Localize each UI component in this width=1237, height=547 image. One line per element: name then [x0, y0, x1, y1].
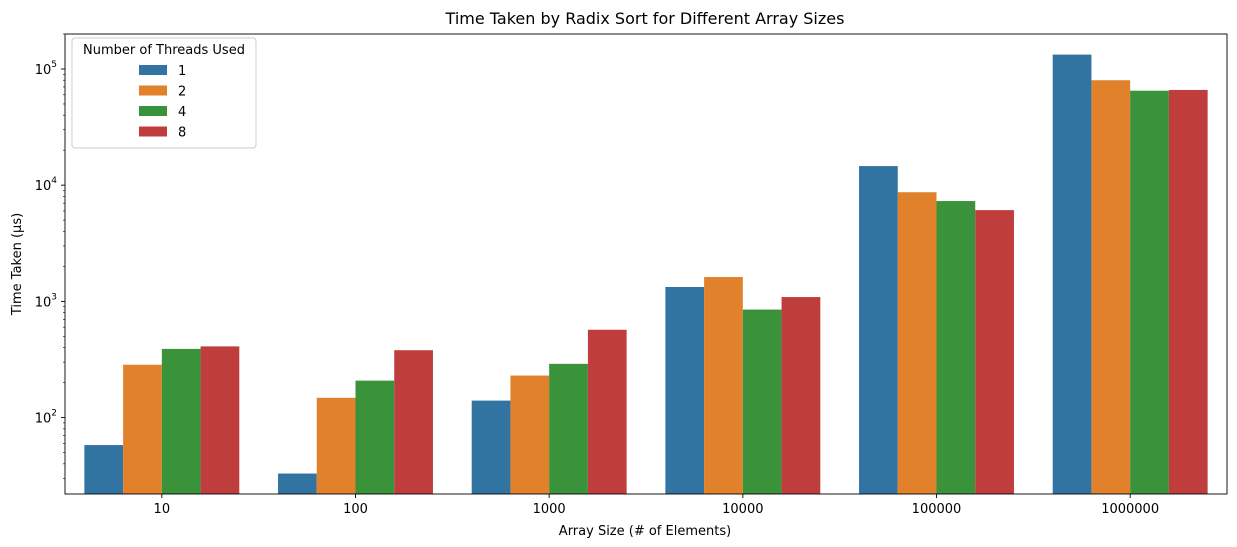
bar-1000000-threads-1 [1052, 54, 1092, 495]
legend-label-1: 1 [178, 64, 186, 79]
bar-10000-threads-8 [781, 297, 821, 494]
x-tick-label: 10 [154, 502, 171, 517]
bar-100000-threads-1 [859, 166, 898, 494]
x-tick-label: 100000 [912, 502, 962, 517]
legend-swatch-8 [139, 126, 167, 137]
bar-100000-threads-8 [975, 210, 1014, 495]
legend-title: Number of Threads Used [83, 43, 245, 58]
bar-10000-threads-4 [742, 309, 782, 494]
y-axis: 102 103 104 105 [35, 33, 65, 479]
bar-100000-threads-2 [897, 192, 937, 494]
legend-swatch-2 [139, 85, 167, 96]
bar-1000000-threads-8 [1168, 89, 1208, 494]
y-tick-label: 105 [35, 60, 57, 78]
legend-swatch-4 [139, 106, 167, 116]
bars-group [84, 54, 1208, 495]
x-tick-label: 10000 [722, 502, 763, 517]
x-axis: 10 100 1000 10000 100000 1000000 [154, 494, 1159, 517]
bar-10000-threads-2 [704, 277, 743, 494]
x-tick-label: 1000000 [1101, 502, 1159, 517]
x-tick-label: 1000 [533, 502, 566, 517]
bar-1000-threads-1 [471, 400, 511, 494]
legend-swatch-1 [139, 65, 167, 75]
bar-1000-threads-4 [549, 363, 588, 494]
bar-10-threads-8 [200, 346, 240, 494]
x-axis-label: Array Size (# of Elements) [559, 524, 731, 539]
bar-1000000-threads-2 [1091, 80, 1131, 495]
legend: Number of Threads Used 1 2 4 8 [71, 37, 257, 149]
legend-label-4: 4 [178, 105, 186, 120]
bar-100-threads-1 [278, 473, 317, 494]
bar-1000-threads-2 [510, 375, 550, 494]
bar-10-threads-4 [161, 348, 201, 494]
y-tick-label: 104 [35, 176, 58, 194]
bar-1000-threads-8 [587, 329, 627, 494]
bar-10-threads-1 [84, 445, 124, 494]
bar-100-threads-8 [394, 350, 433, 494]
bar-1000000-threads-4 [1130, 90, 1169, 494]
chart-title: Time Taken by Radix Sort for Different A… [445, 9, 845, 28]
bar-10-threads-2 [123, 364, 162, 494]
legend-label-2: 2 [178, 85, 186, 100]
bar-10000-threads-1 [665, 286, 705, 494]
plot-frame [64, 33, 1228, 495]
bar-100-threads-4 [355, 380, 395, 494]
y-tick-label: 102 [35, 409, 57, 427]
y-tick-label: 103 [35, 292, 57, 310]
bar-100000-threads-4 [936, 201, 976, 495]
bar-100-threads-2 [316, 397, 356, 494]
x-tick-label: 100 [343, 502, 368, 517]
legend-label-8: 8 [178, 126, 186, 141]
y-axis-label: Time Taken (µs) [10, 213, 25, 316]
